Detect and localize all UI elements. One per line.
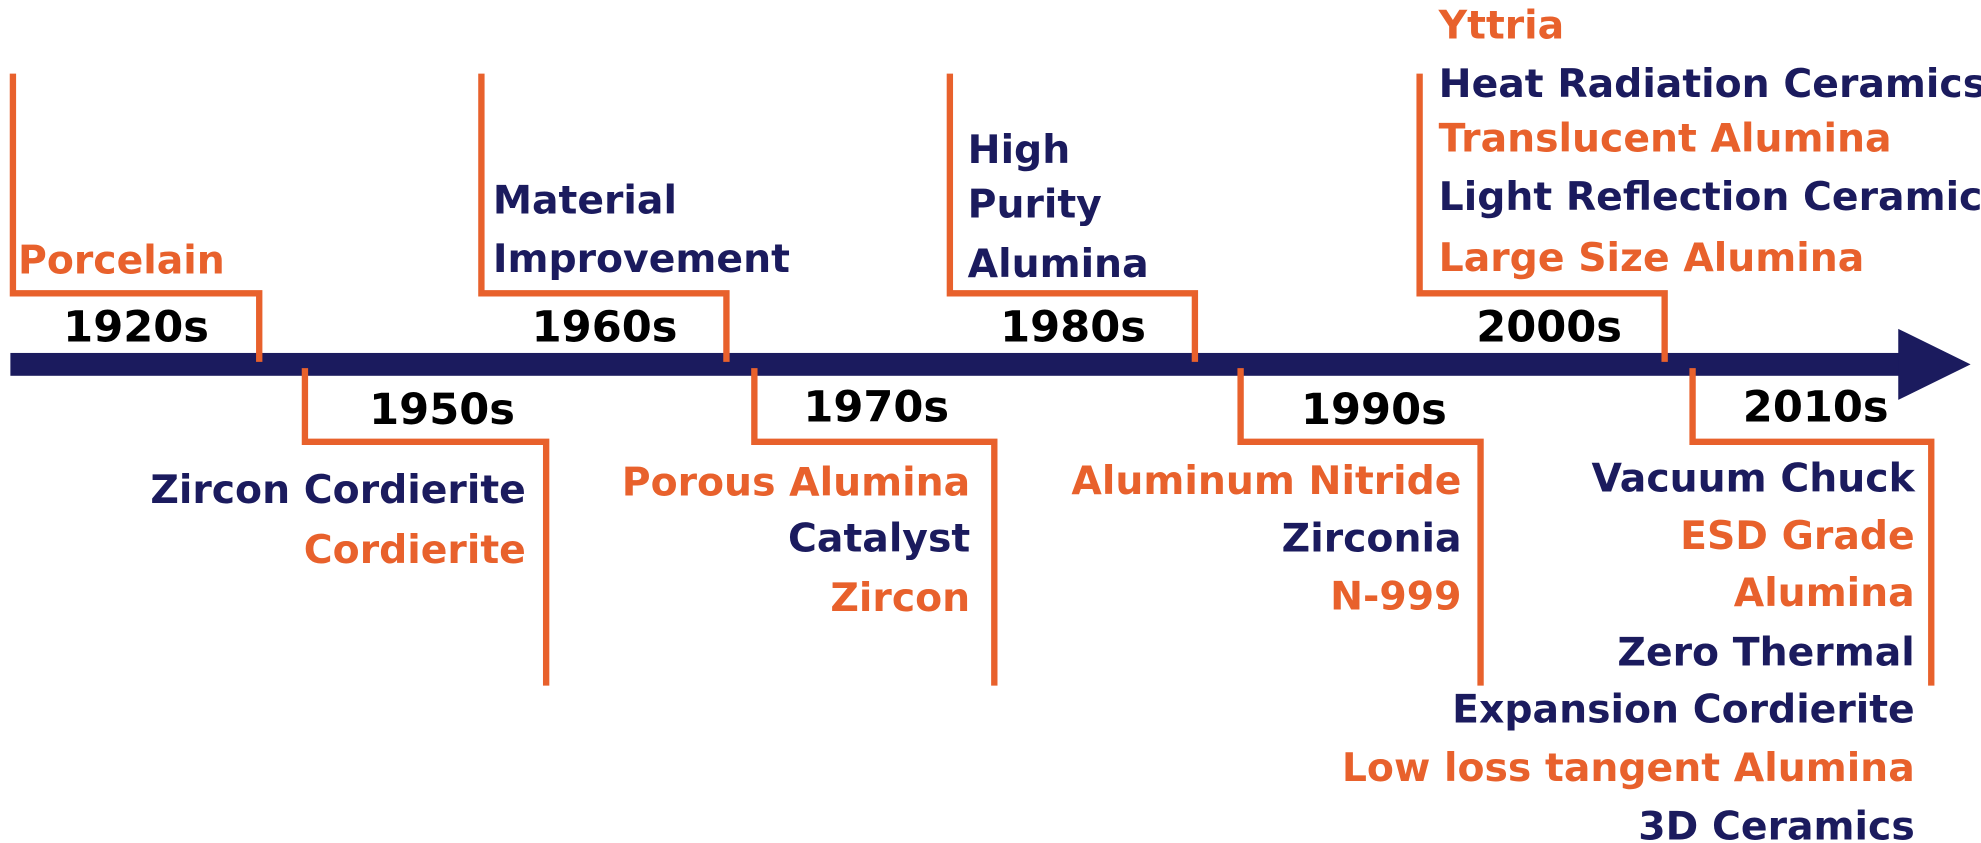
era-item: Porcelain: [18, 237, 225, 283]
decade-label: 1980s: [1000, 303, 1146, 353]
era-bracket: [1416, 73, 1668, 362]
era-item: Heat Radiation Ceramics: [1439, 61, 1981, 107]
decade-label: 1920s: [63, 303, 209, 353]
era-item: High: [968, 127, 1071, 173]
decade-label: 1960s: [532, 303, 678, 353]
era-item: Aluminum Nitride: [1071, 458, 1461, 504]
era-item: Improvement: [493, 236, 790, 282]
era-item: Vacuum Chuck: [1591, 456, 1915, 502]
era-bracket: [1237, 368, 1484, 686]
axis-arrow: [1898, 328, 1971, 400]
era-bracket: [9, 73, 263, 362]
axis-bar: [10, 352, 1909, 376]
era-item: Zero Thermal: [1617, 630, 1914, 676]
era-item: Catalyst: [788, 515, 970, 561]
era-item: Expansion Cordierite: [1452, 687, 1915, 733]
era-item: Material: [493, 178, 677, 224]
era-bracket: [751, 368, 998, 686]
era-item: Purity: [968, 181, 1102, 227]
era-item: Porous Alumina: [622, 459, 970, 505]
era-item: Large Size Alumina: [1439, 235, 1865, 281]
era-bracket: [1689, 368, 1935, 686]
decade-label: 2010s: [1743, 383, 1889, 433]
decade-label: 2000s: [1476, 303, 1622, 353]
decade-label: 1970s: [803, 383, 949, 433]
decade-label: 1990s: [1301, 385, 1447, 435]
era-item: ESD Grade: [1680, 513, 1915, 559]
era-bracket: [946, 73, 1199, 362]
era-item: Zirconia: [1282, 515, 1462, 561]
era-item: Alumina: [1734, 570, 1915, 616]
era-item: Zircon Cordierite: [150, 467, 525, 513]
era-item: Yttria: [1438, 2, 1565, 48]
era-item: Light Reflection Ceramic: [1439, 174, 1981, 220]
era-item: Translucent Alumina: [1439, 115, 1892, 161]
era-bracket: [301, 368, 550, 686]
era-item: N-999: [1330, 574, 1461, 620]
era-item: 3D Ceramics: [1638, 804, 1914, 843]
era-item: Cordierite: [304, 527, 526, 573]
decade-label: 1950s: [369, 385, 515, 435]
era-item: Low loss tangent Alumina: [1342, 745, 1915, 791]
era-bracket: [478, 73, 730, 362]
era-item: Alumina: [968, 241, 1149, 287]
era-item: Zircon: [830, 575, 970, 621]
